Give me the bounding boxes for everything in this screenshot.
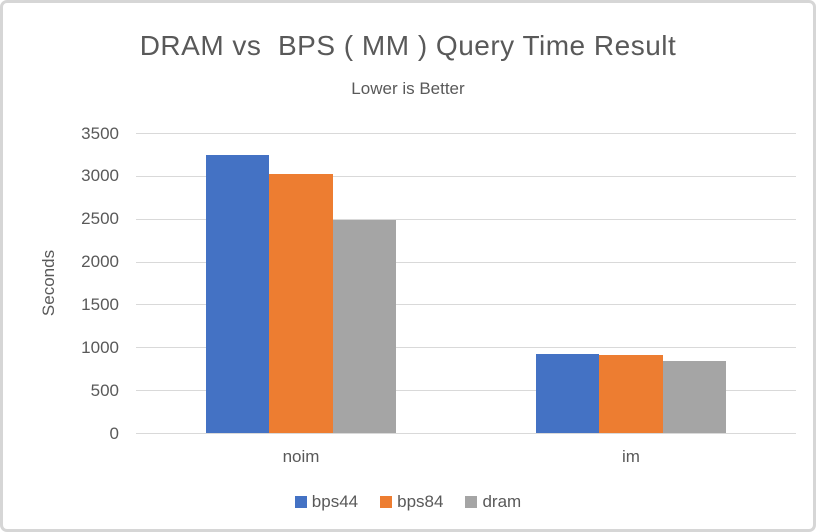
legend-item-dram: dram (465, 492, 521, 512)
y-tick-label: 0 (109, 423, 119, 443)
bar-bps44-noim (205, 155, 270, 433)
legend-swatch-bps44 (294, 496, 307, 508)
legend: bps44 bps84 dram (3, 492, 813, 512)
y-tick-label: 1500 (81, 294, 119, 314)
x-category-label: im (622, 447, 640, 466)
bar-bps84-noim (269, 174, 333, 433)
gridline (136, 390, 796, 392)
y-tick-label: 500 (90, 380, 119, 400)
gridline (136, 218, 796, 220)
legend-label: bps84 (397, 492, 444, 511)
x-category-label: noim (282, 447, 320, 466)
gridline (136, 175, 796, 177)
legend-item-bps44: bps44 (294, 492, 359, 512)
legend-label: bps44 (311, 492, 359, 511)
y-tick-label: 3000 (81, 166, 119, 186)
legend-swatch-dram (465, 496, 478, 508)
y-tick-label: 2000 (81, 252, 119, 272)
gridline (136, 133, 796, 134)
gridline (136, 261, 796, 263)
legend-label: dram (482, 492, 522, 511)
legend-item-bps84: bps84 (380, 492, 443, 512)
bar-dram-im (662, 361, 727, 433)
chart-title: DRAM vs BPS ( MM ) Query Time Result (139, 30, 677, 61)
gridline (136, 304, 796, 306)
y-tick-label: 2500 (81, 209, 119, 229)
y-tick-label: 3500 (81, 123, 119, 143)
legend-swatch-bps84 (380, 496, 393, 508)
gridline (136, 433, 796, 434)
gridline (136, 347, 796, 349)
bar-dram-noim (332, 219, 397, 433)
bar-bps44-im (535, 354, 600, 433)
y-tick-label: 1000 (81, 337, 119, 357)
plot-area: noim im (136, 133, 796, 466)
bar-bps84-im (599, 355, 663, 433)
chart-subtitle: Lower is Better (351, 79, 465, 98)
